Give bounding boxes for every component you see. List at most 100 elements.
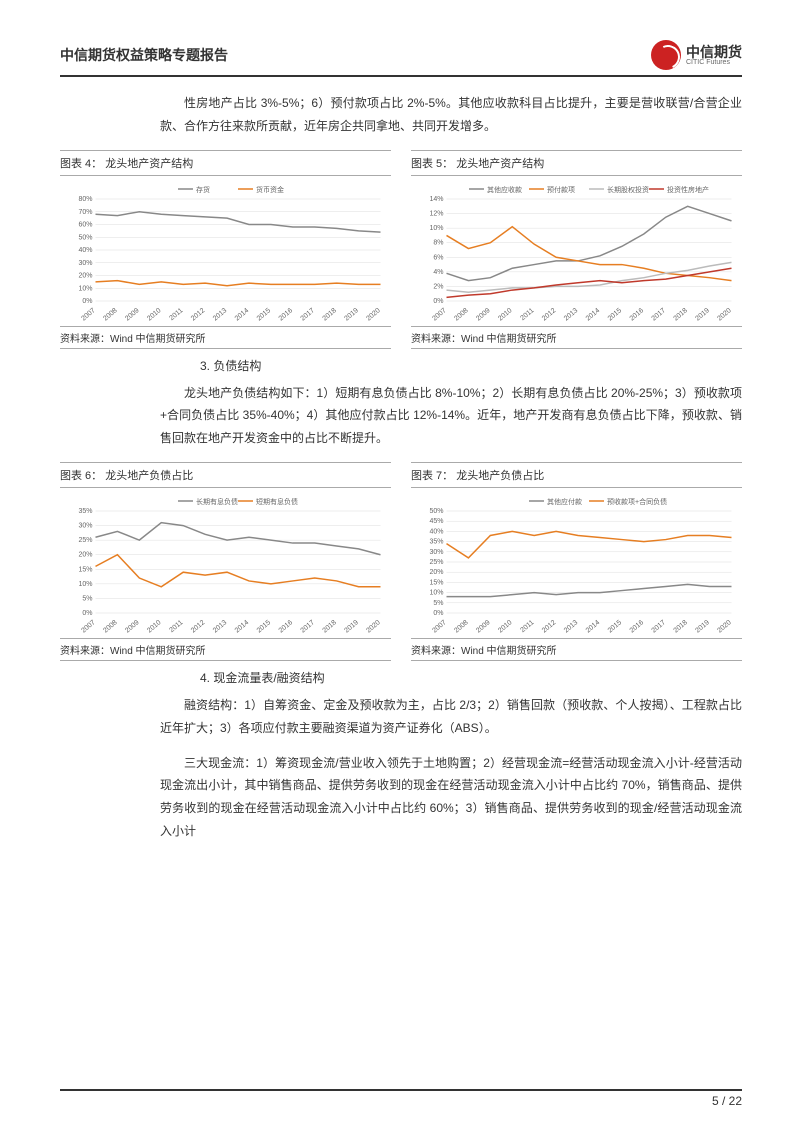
svg-text:70%: 70%	[78, 208, 92, 215]
chart5: 其他应收款预付款项长期股权投资投资性房地产0%2%4%6%8%10%12%14%…	[411, 181, 742, 321]
chart5-title: 图表 5： 龙头地产资产结构	[411, 150, 742, 176]
svg-text:25%: 25%	[78, 537, 92, 544]
svg-text:30%: 30%	[429, 549, 443, 556]
svg-text:其他应付款: 其他应付款	[547, 497, 582, 506]
section4-heading: 4. 现金流量表/融资结构	[200, 669, 742, 686]
svg-text:短期有息负债: 短期有息负债	[256, 497, 298, 506]
svg-text:2017: 2017	[300, 307, 317, 321]
svg-text:其他应收款: 其他应收款	[487, 185, 522, 194]
svg-text:25%: 25%	[429, 559, 443, 566]
svg-text:2019: 2019	[694, 307, 711, 321]
chart4-source: 资料来源：Wind 中信期货研究所	[60, 326, 391, 349]
svg-text:2009: 2009	[124, 619, 141, 633]
logo: 中信期货 CITIC Futures	[651, 40, 742, 70]
svg-text:2014: 2014	[585, 307, 602, 321]
svg-text:预付款项: 预付款项	[547, 185, 575, 194]
svg-text:2007: 2007	[431, 619, 448, 633]
svg-text:40%: 40%	[78, 247, 92, 254]
svg-text:14%: 14%	[429, 196, 443, 203]
svg-text:60%: 60%	[78, 221, 92, 228]
svg-text:6%: 6%	[433, 254, 443, 261]
svg-text:2013: 2013	[212, 619, 229, 633]
svg-text:50%: 50%	[429, 508, 443, 515]
chart5-source: 资料来源：Wind 中信期货研究所	[411, 326, 742, 349]
svg-text:5%: 5%	[82, 595, 92, 602]
section3-text: 龙头地产负债结构如下：1）短期有息负债占比 8%-10%；2）长期有息负债占比 …	[160, 382, 742, 450]
svg-text:2016: 2016	[278, 307, 295, 321]
svg-text:2016: 2016	[278, 619, 295, 633]
svg-text:20%: 20%	[429, 569, 443, 576]
svg-text:2018: 2018	[673, 307, 690, 321]
svg-text:长期股权投资: 长期股权投资	[607, 185, 649, 194]
svg-text:2014: 2014	[234, 619, 251, 633]
chart7-title: 图表 7： 龙头地产负债占比	[411, 462, 742, 488]
page-header: 中信期货权益策略专题报告 中信期货 CITIC Futures	[60, 40, 742, 77]
chart7: 其他应付款预收款项+合同负债0%5%10%15%20%25%30%35%40%4…	[411, 493, 742, 633]
svg-text:50%: 50%	[78, 234, 92, 241]
svg-text:2008: 2008	[102, 307, 119, 321]
svg-text:长期有息负债: 长期有息负债	[196, 497, 238, 506]
intro-text: 性房地产占比 3%-5%；6）预付款项占比 2%-5%。其他应收款科目占比提升，…	[160, 92, 742, 138]
svg-text:0%: 0%	[433, 610, 443, 617]
svg-text:2009: 2009	[475, 307, 492, 321]
svg-text:10%: 10%	[78, 581, 92, 588]
svg-text:2008: 2008	[453, 307, 470, 321]
chart6-title: 图表 6： 龙头地产负债占比	[60, 462, 391, 488]
section3-heading: 3. 负债结构	[200, 357, 742, 374]
logo-icon	[651, 40, 681, 70]
svg-text:30%: 30%	[78, 259, 92, 266]
svg-text:预收款项+合同负债: 预收款项+合同负债	[607, 497, 667, 506]
svg-text:2019: 2019	[343, 307, 360, 321]
svg-text:2015: 2015	[256, 619, 273, 633]
svg-text:10%: 10%	[429, 225, 443, 232]
svg-text:2013: 2013	[563, 307, 580, 321]
svg-text:2016: 2016	[629, 619, 646, 633]
svg-text:2%: 2%	[433, 283, 443, 290]
svg-text:0%: 0%	[82, 610, 92, 617]
svg-text:4%: 4%	[433, 268, 443, 275]
svg-text:20%: 20%	[78, 552, 92, 559]
svg-text:2019: 2019	[343, 619, 360, 633]
section4a-text: 融资结构：1）自筹资金、定金及预收款为主，占比 2/3；2）销售回款（预收款、个…	[160, 694, 742, 740]
svg-text:12%: 12%	[429, 210, 443, 217]
logo-en: CITIC Futures	[686, 59, 742, 66]
svg-text:2020: 2020	[716, 619, 733, 633]
svg-text:2016: 2016	[629, 307, 646, 321]
svg-text:2007: 2007	[431, 307, 448, 321]
svg-text:0%: 0%	[433, 298, 443, 305]
svg-text:5%: 5%	[433, 600, 443, 607]
svg-text:30%: 30%	[78, 523, 92, 530]
svg-text:2010: 2010	[146, 619, 163, 633]
svg-text:35%: 35%	[429, 539, 443, 546]
chart4-title: 图表 4： 龙头地产资产结构	[60, 150, 391, 176]
svg-text:2017: 2017	[651, 307, 668, 321]
svg-text:20%: 20%	[78, 272, 92, 279]
svg-text:2012: 2012	[541, 619, 558, 633]
svg-text:2013: 2013	[563, 619, 580, 633]
svg-text:2008: 2008	[453, 619, 470, 633]
chart4: 存货货币资金0%10%20%30%40%50%60%70%80%20072008…	[60, 181, 391, 321]
svg-text:0%: 0%	[82, 298, 92, 305]
svg-text:2017: 2017	[300, 619, 317, 633]
svg-text:2010: 2010	[497, 619, 514, 633]
svg-text:2008: 2008	[102, 619, 119, 633]
svg-text:2012: 2012	[190, 619, 207, 633]
svg-text:10%: 10%	[429, 590, 443, 597]
svg-text:2011: 2011	[519, 307, 535, 321]
section4b-text: 三大现金流：1）筹资现金流/营业收入领先于土地购置；2）经营现金流=经营活动现金…	[160, 752, 742, 843]
logo-cn: 中信期货	[686, 45, 742, 59]
svg-text:8%: 8%	[433, 239, 443, 246]
svg-text:2007: 2007	[80, 619, 97, 633]
svg-text:2020: 2020	[716, 307, 733, 321]
svg-text:2015: 2015	[607, 307, 624, 321]
svg-text:2010: 2010	[146, 307, 163, 321]
svg-text:2012: 2012	[190, 307, 207, 321]
svg-text:15%: 15%	[429, 579, 443, 586]
svg-text:2018: 2018	[322, 307, 339, 321]
svg-text:2011: 2011	[168, 619, 184, 633]
svg-text:15%: 15%	[78, 566, 92, 573]
chart6-source: 资料来源：Wind 中信期货研究所	[60, 638, 391, 661]
page-footer: 5 / 22	[60, 1089, 742, 1108]
svg-text:2015: 2015	[256, 307, 273, 321]
svg-text:2011: 2011	[519, 619, 535, 633]
